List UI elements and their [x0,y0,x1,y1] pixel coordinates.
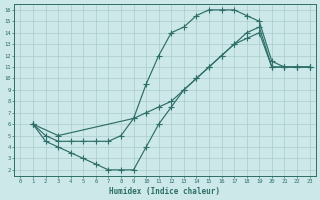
X-axis label: Humidex (Indice chaleur): Humidex (Indice chaleur) [109,187,220,196]
